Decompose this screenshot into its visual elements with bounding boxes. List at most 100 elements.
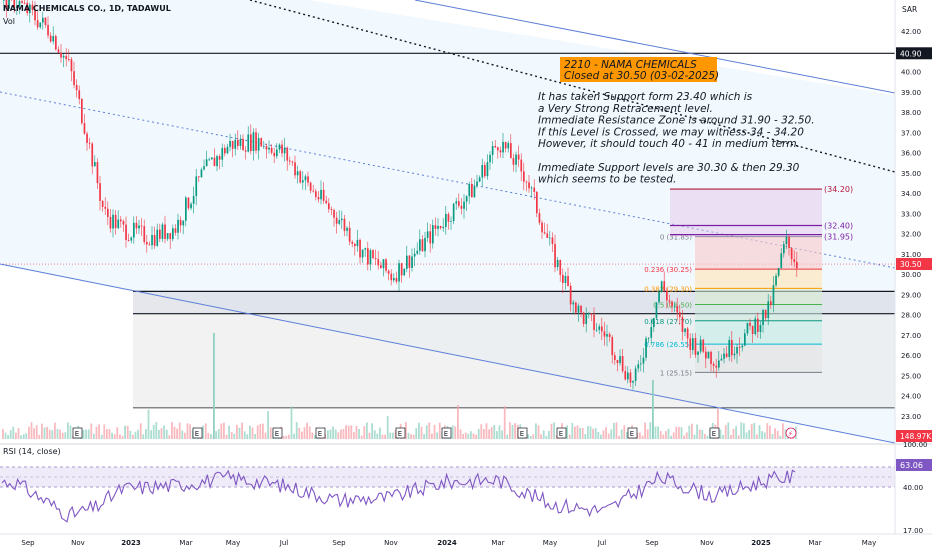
- volume-bar: [308, 426, 311, 439]
- candle-body: [91, 143, 94, 167]
- rsi-tick-label: 40.00: [903, 484, 923, 492]
- candle-body: [666, 290, 668, 301]
- volume-bar: [314, 435, 316, 439]
- volume-bar: [743, 423, 745, 439]
- downtrend-dotted-line[interactable]: [249, 0, 896, 173]
- candle-body: [361, 249, 364, 258]
- time-tick-label: 2025: [751, 539, 771, 547]
- dividend-icon-glyph: ⚡: [788, 430, 793, 438]
- earnings-marker[interactable]: [441, 427, 452, 439]
- volume-bar: [69, 425, 72, 439]
- earnings-marker[interactable]: [395, 427, 406, 439]
- candle-body: [286, 147, 289, 161]
- candle-body: [270, 147, 273, 153]
- volume-bar: [620, 429, 623, 439]
- volume-bar: [155, 422, 158, 439]
- candle-body: [255, 132, 257, 151]
- candle-body: [486, 162, 489, 177]
- volume-bar: [347, 425, 350, 439]
- volume-bar: [59, 429, 61, 439]
- price-candles: [3, 0, 798, 390]
- earnings-marker[interactable]: [315, 427, 326, 439]
- earnings-markers[interactable]: E E E E E E E E E E ⚡: [72, 427, 797, 439]
- candle-body: [478, 177, 481, 182]
- candle-body: [676, 305, 679, 313]
- candle-body: [348, 227, 351, 242]
- rsi-axis[interactable]: 100.00 40.00 17.00: [903, 441, 928, 535]
- volume-bar: [210, 434, 212, 439]
- volume-bar: [295, 422, 298, 439]
- time-tick-label: May: [862, 539, 876, 547]
- candle-body: [637, 364, 640, 369]
- target-zone: [670, 189, 822, 237]
- earnings-marker[interactable]: [72, 427, 83, 439]
- dividend-icon[interactable]: [785, 427, 797, 439]
- time-axis[interactable]: Sep Nov 2023 Mar May Jul Sep Nov 2024 Mar May Jul Se…: [21, 539, 876, 547]
- candle-body: [517, 154, 520, 160]
- volume-bar: [38, 434, 41, 439]
- candle-body: [593, 314, 595, 330]
- candle-body: [73, 71, 75, 85]
- candle-body: [468, 183, 471, 197]
- volume-bar: [418, 422, 420, 439]
- volume-bar: [342, 429, 345, 439]
- rsi-line[interactable]: [1, 469, 796, 523]
- volume-bar: [654, 426, 657, 439]
- price-tick-label: 26.00: [901, 352, 921, 360]
- candle-body: [156, 229, 159, 246]
- price-tick-label: 40.00: [901, 69, 921, 77]
- candle-body: [52, 36, 55, 42]
- earnings-marker[interactable]: [556, 427, 567, 439]
- volume-bar: [758, 425, 761, 439]
- channel-upper-line[interactable]: [414, 0, 896, 94]
- volume-bar: [22, 434, 25, 439]
- volume-bar: [303, 427, 306, 439]
- volume-bar: [360, 435, 363, 439]
- candle-body: [234, 139, 237, 149]
- candle-body: [302, 180, 304, 183]
- earnings-marker[interactable]: [272, 427, 283, 439]
- volume-bar: [254, 434, 256, 439]
- earnings-marker[interactable]: [627, 427, 638, 439]
- candle-body: [699, 339, 702, 352]
- volume-bar: [186, 423, 189, 439]
- candle-body: [299, 171, 302, 183]
- earnings-marker[interactable]: [709, 427, 720, 439]
- volume-bar: [420, 426, 423, 439]
- candle-body: [403, 268, 406, 276]
- target-levels[interactable]: (34.20) (32.40) (31.95): [670, 185, 853, 242]
- candle-body: [62, 55, 65, 58]
- rsi-tick-label: 100.00: [903, 441, 928, 449]
- candle-body: [624, 371, 627, 380]
- candle-body: [96, 162, 99, 184]
- earnings-marker[interactable]: [517, 427, 528, 439]
- volume-bar: [646, 429, 649, 439]
- volume-bar: [641, 435, 644, 439]
- earnings-marker[interactable]: [192, 427, 203, 439]
- channel-lower-line[interactable]: [0, 263, 896, 444]
- volume-bar: [269, 427, 272, 439]
- candle-body: [224, 148, 226, 154]
- volume-bar: [433, 424, 436, 439]
- candle-body: [694, 338, 697, 355]
- price-tick-label: 30.00: [901, 271, 921, 279]
- volume-bar: [111, 432, 113, 439]
- volume-bar: [548, 431, 550, 439]
- fibonacci-retracement[interactable]: 0 (31.85)0.236 (30.25)0.382 (29.30)0.5 (…: [644, 234, 822, 378]
- candle-body: [660, 281, 663, 292]
- candle-body: [114, 214, 117, 229]
- candle-body: [595, 329, 598, 331]
- volume-bar: [607, 433, 610, 439]
- candle-body: [484, 164, 486, 177]
- candle-body: [598, 326, 601, 330]
- volume-bar: [464, 432, 467, 439]
- price-badge-0: [896, 47, 932, 60]
- price-tick-label: 24.00: [901, 393, 921, 401]
- candle-body: [627, 372, 629, 380]
- volume-bar: [587, 426, 589, 439]
- note-line-3: If this Level is Crossed, we may witness…: [538, 126, 804, 138]
- candle-body: [450, 221, 452, 222]
- candle-body: [411, 256, 413, 268]
- candle-body: [679, 312, 681, 318]
